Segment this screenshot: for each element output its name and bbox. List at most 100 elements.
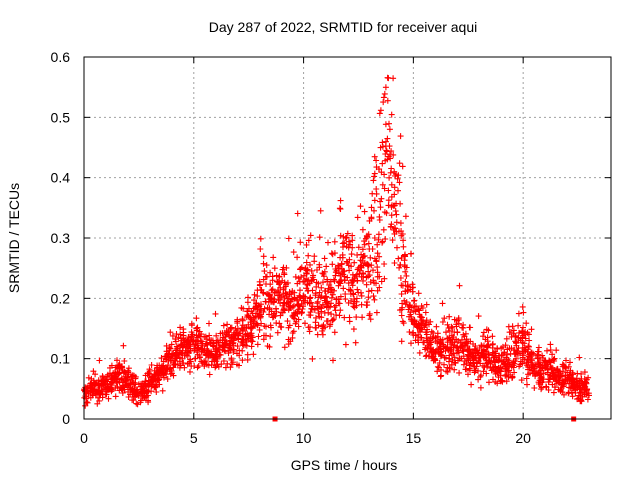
data-point (130, 397, 137, 404)
data-point (428, 328, 435, 335)
data-point (538, 386, 545, 393)
data-point (547, 341, 554, 348)
data-point (373, 309, 380, 316)
data-point (243, 342, 250, 349)
data-point (335, 262, 342, 269)
data-point (503, 335, 510, 342)
data-point (294, 254, 301, 261)
data-point (220, 322, 227, 329)
data-point (342, 341, 349, 348)
data-point (311, 253, 318, 260)
data-point (213, 332, 220, 339)
data-point (329, 251, 336, 258)
data-point (359, 314, 366, 321)
data-point (385, 187, 392, 194)
data-point (526, 337, 533, 344)
data-point (449, 339, 456, 346)
data-point (371, 235, 378, 241)
data-point (444, 321, 451, 328)
data-point (294, 297, 301, 304)
data-point (170, 364, 177, 371)
data-point (350, 326, 357, 333)
data-point (163, 342, 170, 349)
data-point (353, 302, 360, 309)
data-point (258, 301, 264, 308)
data-point (422, 353, 429, 360)
data-point (349, 232, 356, 239)
data-point (376, 253, 383, 260)
data-point (356, 270, 363, 277)
data-point (321, 273, 327, 280)
data-point (422, 309, 429, 316)
data-point (520, 324, 526, 331)
data-point (398, 338, 405, 345)
data-point (224, 321, 231, 328)
data-point (403, 272, 410, 279)
data-point (397, 220, 404, 227)
data-point (168, 341, 175, 348)
data-point (402, 213, 409, 220)
data-point (339, 269, 346, 276)
data-point (337, 206, 344, 212)
data-point (325, 309, 332, 316)
data-point (159, 387, 166, 394)
data-point (331, 278, 338, 285)
data-point (254, 341, 261, 348)
data-point (477, 373, 484, 380)
data-point (352, 339, 359, 346)
data-point (111, 375, 118, 382)
data-point (208, 348, 215, 355)
data-point (358, 292, 365, 299)
data-point (204, 347, 211, 354)
data-point (526, 343, 532, 350)
data-point (327, 278, 334, 285)
data-point (371, 296, 378, 303)
data-point (116, 369, 123, 376)
data-point (377, 204, 384, 211)
data-point (381, 275, 388, 282)
data-point (317, 207, 324, 214)
data-point (290, 314, 297, 321)
data-point (515, 345, 522, 352)
data-point (434, 363, 441, 370)
data-point (382, 121, 389, 128)
data-point (375, 236, 382, 243)
data-point (195, 363, 202, 369)
data-point (354, 277, 361, 284)
data-point (520, 309, 527, 316)
data-point (411, 297, 418, 304)
data-point (206, 371, 213, 378)
data-point (537, 357, 543, 363)
data-point (353, 295, 360, 302)
data-point (477, 384, 484, 391)
data-point (145, 399, 152, 406)
data-point (279, 302, 286, 309)
data-point (208, 337, 215, 344)
data-point (455, 316, 462, 323)
data-point (219, 330, 226, 337)
y-tick-label: 0.3 (51, 230, 71, 246)
data-point (466, 346, 472, 353)
data-point (383, 210, 390, 217)
data-point (132, 373, 139, 380)
data-point (472, 343, 479, 349)
data-point (170, 350, 177, 357)
data-point (547, 359, 554, 366)
data-point (518, 377, 525, 384)
data-point (510, 347, 517, 354)
data-point (570, 385, 577, 392)
data-point (546, 376, 553, 383)
data-point (375, 166, 382, 173)
data-point (584, 396, 591, 403)
data-point (167, 345, 174, 352)
data-point (427, 318, 434, 325)
data-point (462, 342, 469, 349)
data-point (263, 332, 269, 339)
data-point (544, 347, 550, 354)
data-point (326, 323, 333, 330)
data-point (255, 333, 262, 340)
data-point (520, 332, 527, 339)
data-point (374, 269, 381, 276)
data-point (270, 298, 277, 305)
data-point (303, 241, 310, 248)
